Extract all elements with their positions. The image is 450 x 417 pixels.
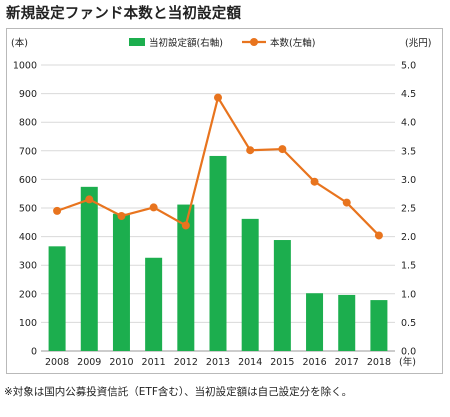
- left-tick-label: 700: [19, 146, 37, 157]
- legend: 当初設定額(右軸) 本数(左軸): [129, 37, 315, 49]
- line-point-2016: [310, 177, 319, 186]
- legend-label-line: 本数(左軸): [270, 37, 315, 49]
- left-tick-label: 400: [19, 232, 37, 243]
- x-tick-label: 2008: [45, 357, 69, 368]
- bar-2018: [370, 300, 388, 351]
- x-axis-unit: (年): [399, 356, 416, 368]
- right-tick-label: 2.5: [401, 204, 416, 215]
- left-tick-label: 800: [19, 118, 37, 129]
- x-tick-label: 2014: [238, 357, 262, 368]
- bar-2010: [112, 213, 130, 351]
- x-tick-label: 2010: [109, 357, 133, 368]
- chart-title: 新規設定ファンド本数と当初設定額: [6, 6, 242, 22]
- legend-marker-line: [250, 38, 258, 46]
- right-tick-label: 5.0: [401, 61, 416, 72]
- line-point-2013: [214, 93, 222, 102]
- right-tick-label: 4.0: [401, 118, 416, 129]
- right-tick-label: 3.0: [401, 175, 416, 186]
- x-tick-label: 2016: [302, 357, 326, 368]
- x-tick-label: 2017: [335, 357, 359, 368]
- bar-2017: [338, 294, 356, 351]
- bar-2016: [306, 293, 324, 351]
- left-axis-unit: (本): [11, 37, 28, 49]
- left-tick-label: 600: [19, 175, 37, 186]
- x-tick-label: 2012: [174, 357, 198, 368]
- line-point-2014: [246, 146, 255, 155]
- bar-2013: [209, 155, 227, 351]
- x-tick-label: 2018: [367, 357, 391, 368]
- x-tick-label: 2011: [142, 357, 166, 368]
- line-point-2017: [342, 198, 351, 207]
- legend-label-bar: 当初設定額(右軸): [149, 37, 223, 49]
- bar-2012: [177, 204, 195, 351]
- bar-2011: [145, 257, 163, 351]
- line-point-2015: [278, 145, 287, 154]
- left-tick-label: 900: [19, 89, 37, 100]
- left-tick-label: 0: [31, 347, 37, 358]
- chart-frame: 0 100 200 300 400 500 600 700 800 900 1000 0.0 0.5 1.…: [6, 28, 443, 374]
- right-tick-label: 4.5: [401, 89, 416, 100]
- right-tick-label: 3.5: [401, 146, 416, 157]
- line-series: [53, 93, 383, 240]
- left-tick-label: 1000: [13, 61, 37, 72]
- bar-2014: [241, 218, 259, 351]
- right-tick-label: 1.5: [401, 261, 416, 272]
- bar-2008: [48, 246, 66, 351]
- footnote: ※対象は国内公募投資信託（ETF含む）、当初設定額は自己設定分を除く。: [4, 386, 353, 398]
- line-point-2009: [85, 195, 94, 204]
- left-tick-label: 300: [19, 261, 37, 272]
- bar-series: [48, 155, 388, 351]
- x-tick-label: 2015: [270, 357, 294, 368]
- x-tick-label: 2013: [206, 357, 230, 368]
- right-tick-label: 2.0: [401, 232, 416, 243]
- line-point-2018: [374, 231, 383, 240]
- left-tick-label: 100: [19, 318, 37, 329]
- line-point-2010: [117, 212, 126, 221]
- bar-2015: [273, 240, 291, 351]
- right-tick-label: 0.5: [401, 318, 416, 329]
- bar-2009: [80, 186, 98, 351]
- axes: 0 100 200 300 400 500 600 700 800 900 1000 0.0 0.5 1.…: [11, 37, 431, 368]
- left-tick-label: 500: [19, 204, 37, 215]
- right-tick-label: 0.0: [401, 347, 416, 358]
- right-axis-unit: (兆円): [405, 38, 431, 49]
- x-tick-label: 2009: [77, 357, 101, 368]
- line-point-2011: [149, 203, 158, 212]
- line-point-2008: [53, 206, 62, 215]
- chart-svg: 0 100 200 300 400 500 600 700 800 900 1000 0.0 0.5 1.…: [11, 37, 431, 368]
- left-tick-label: 200: [19, 289, 37, 300]
- legend-swatch-bar: [129, 38, 145, 46]
- line-point-2012: [181, 221, 190, 230]
- right-tick-label: 1.0: [401, 289, 416, 300]
